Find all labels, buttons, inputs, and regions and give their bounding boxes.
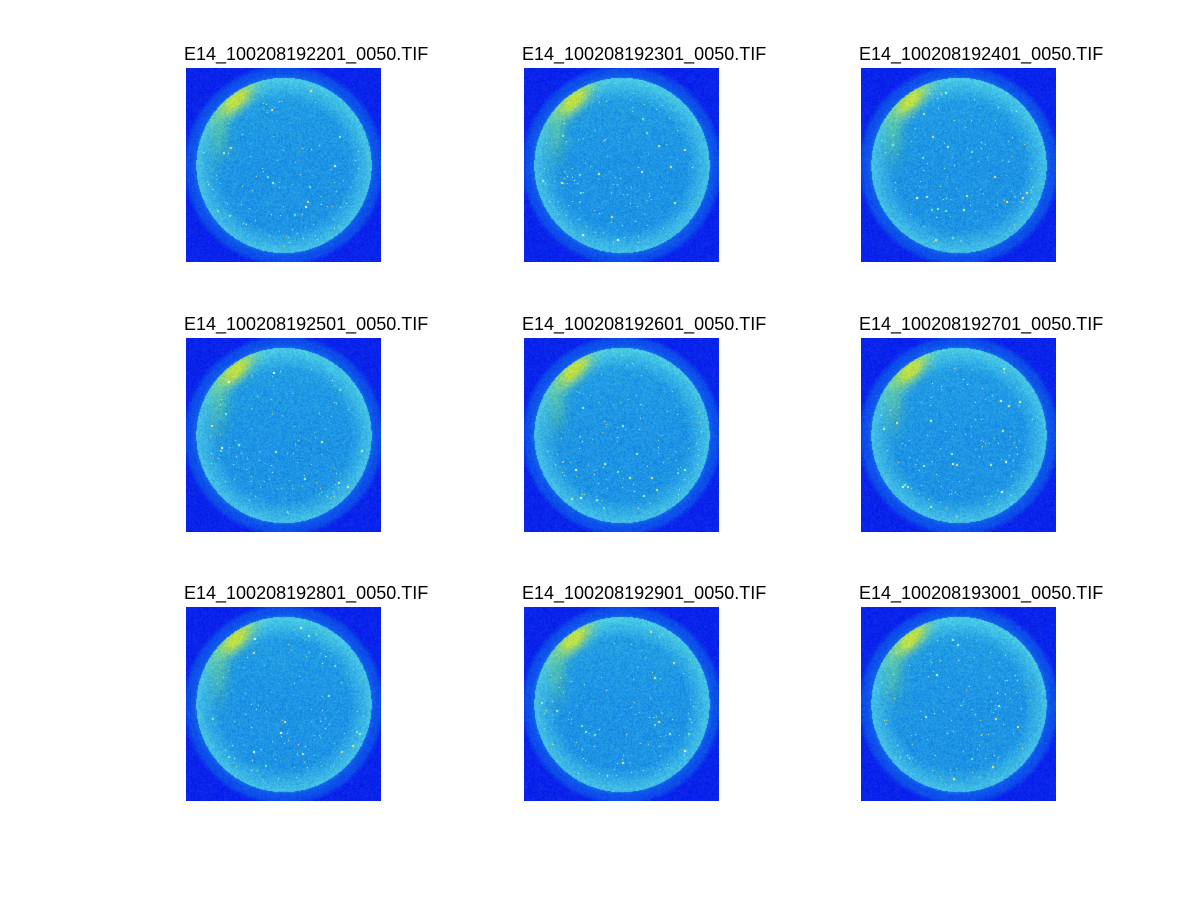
- dish-image: [186, 68, 381, 262]
- subplot-title: E14_100208192901_0050.TIF: [522, 583, 767, 603]
- subplot-title: E14_100208192401_0050.TIF: [859, 44, 1104, 64]
- subplot-title: E14_100208192501_0050.TIF: [184, 314, 429, 334]
- dish-image: [861, 68, 1056, 262]
- subplot-title: E14_100208192701_0050.TIF: [859, 314, 1104, 334]
- subplot-title: E14_100208192201_0050.TIF: [184, 44, 429, 64]
- dish-image: [186, 338, 381, 532]
- subplot-title: E14_100208192801_0050.TIF: [184, 583, 429, 603]
- subplot-panel-1: E14_100208192201_0050.TIF: [184, 45, 428, 262]
- dish-image: [861, 607, 1056, 801]
- dish-image: [186, 607, 381, 801]
- subplot-panel-8: E14_100208192901_0050.TIF: [522, 584, 766, 801]
- subplot-panel-3: E14_100208192401_0050.TIF: [859, 45, 1103, 262]
- subplot-title: E14_100208193001_0050.TIF: [859, 583, 1104, 603]
- subplot-panel-7: E14_100208192801_0050.TIF: [184, 584, 428, 801]
- subplot-panel-5: E14_100208192601_0050.TIF: [522, 315, 766, 532]
- subplot-title: E14_100208192601_0050.TIF: [522, 314, 767, 334]
- subplot-panel-2: E14_100208192301_0050.TIF: [522, 45, 766, 262]
- dish-image: [524, 607, 719, 801]
- dish-image: [524, 338, 719, 532]
- subplot-title: E14_100208192301_0050.TIF: [522, 44, 767, 64]
- dish-image: [524, 68, 719, 262]
- subplot-panel-4: E14_100208192501_0050.TIF: [184, 315, 428, 532]
- subplot-panel-6: E14_100208192701_0050.TIF: [859, 315, 1103, 532]
- dish-image: [861, 338, 1056, 532]
- subplot-panel-9: E14_100208193001_0050.TIF: [859, 584, 1103, 801]
